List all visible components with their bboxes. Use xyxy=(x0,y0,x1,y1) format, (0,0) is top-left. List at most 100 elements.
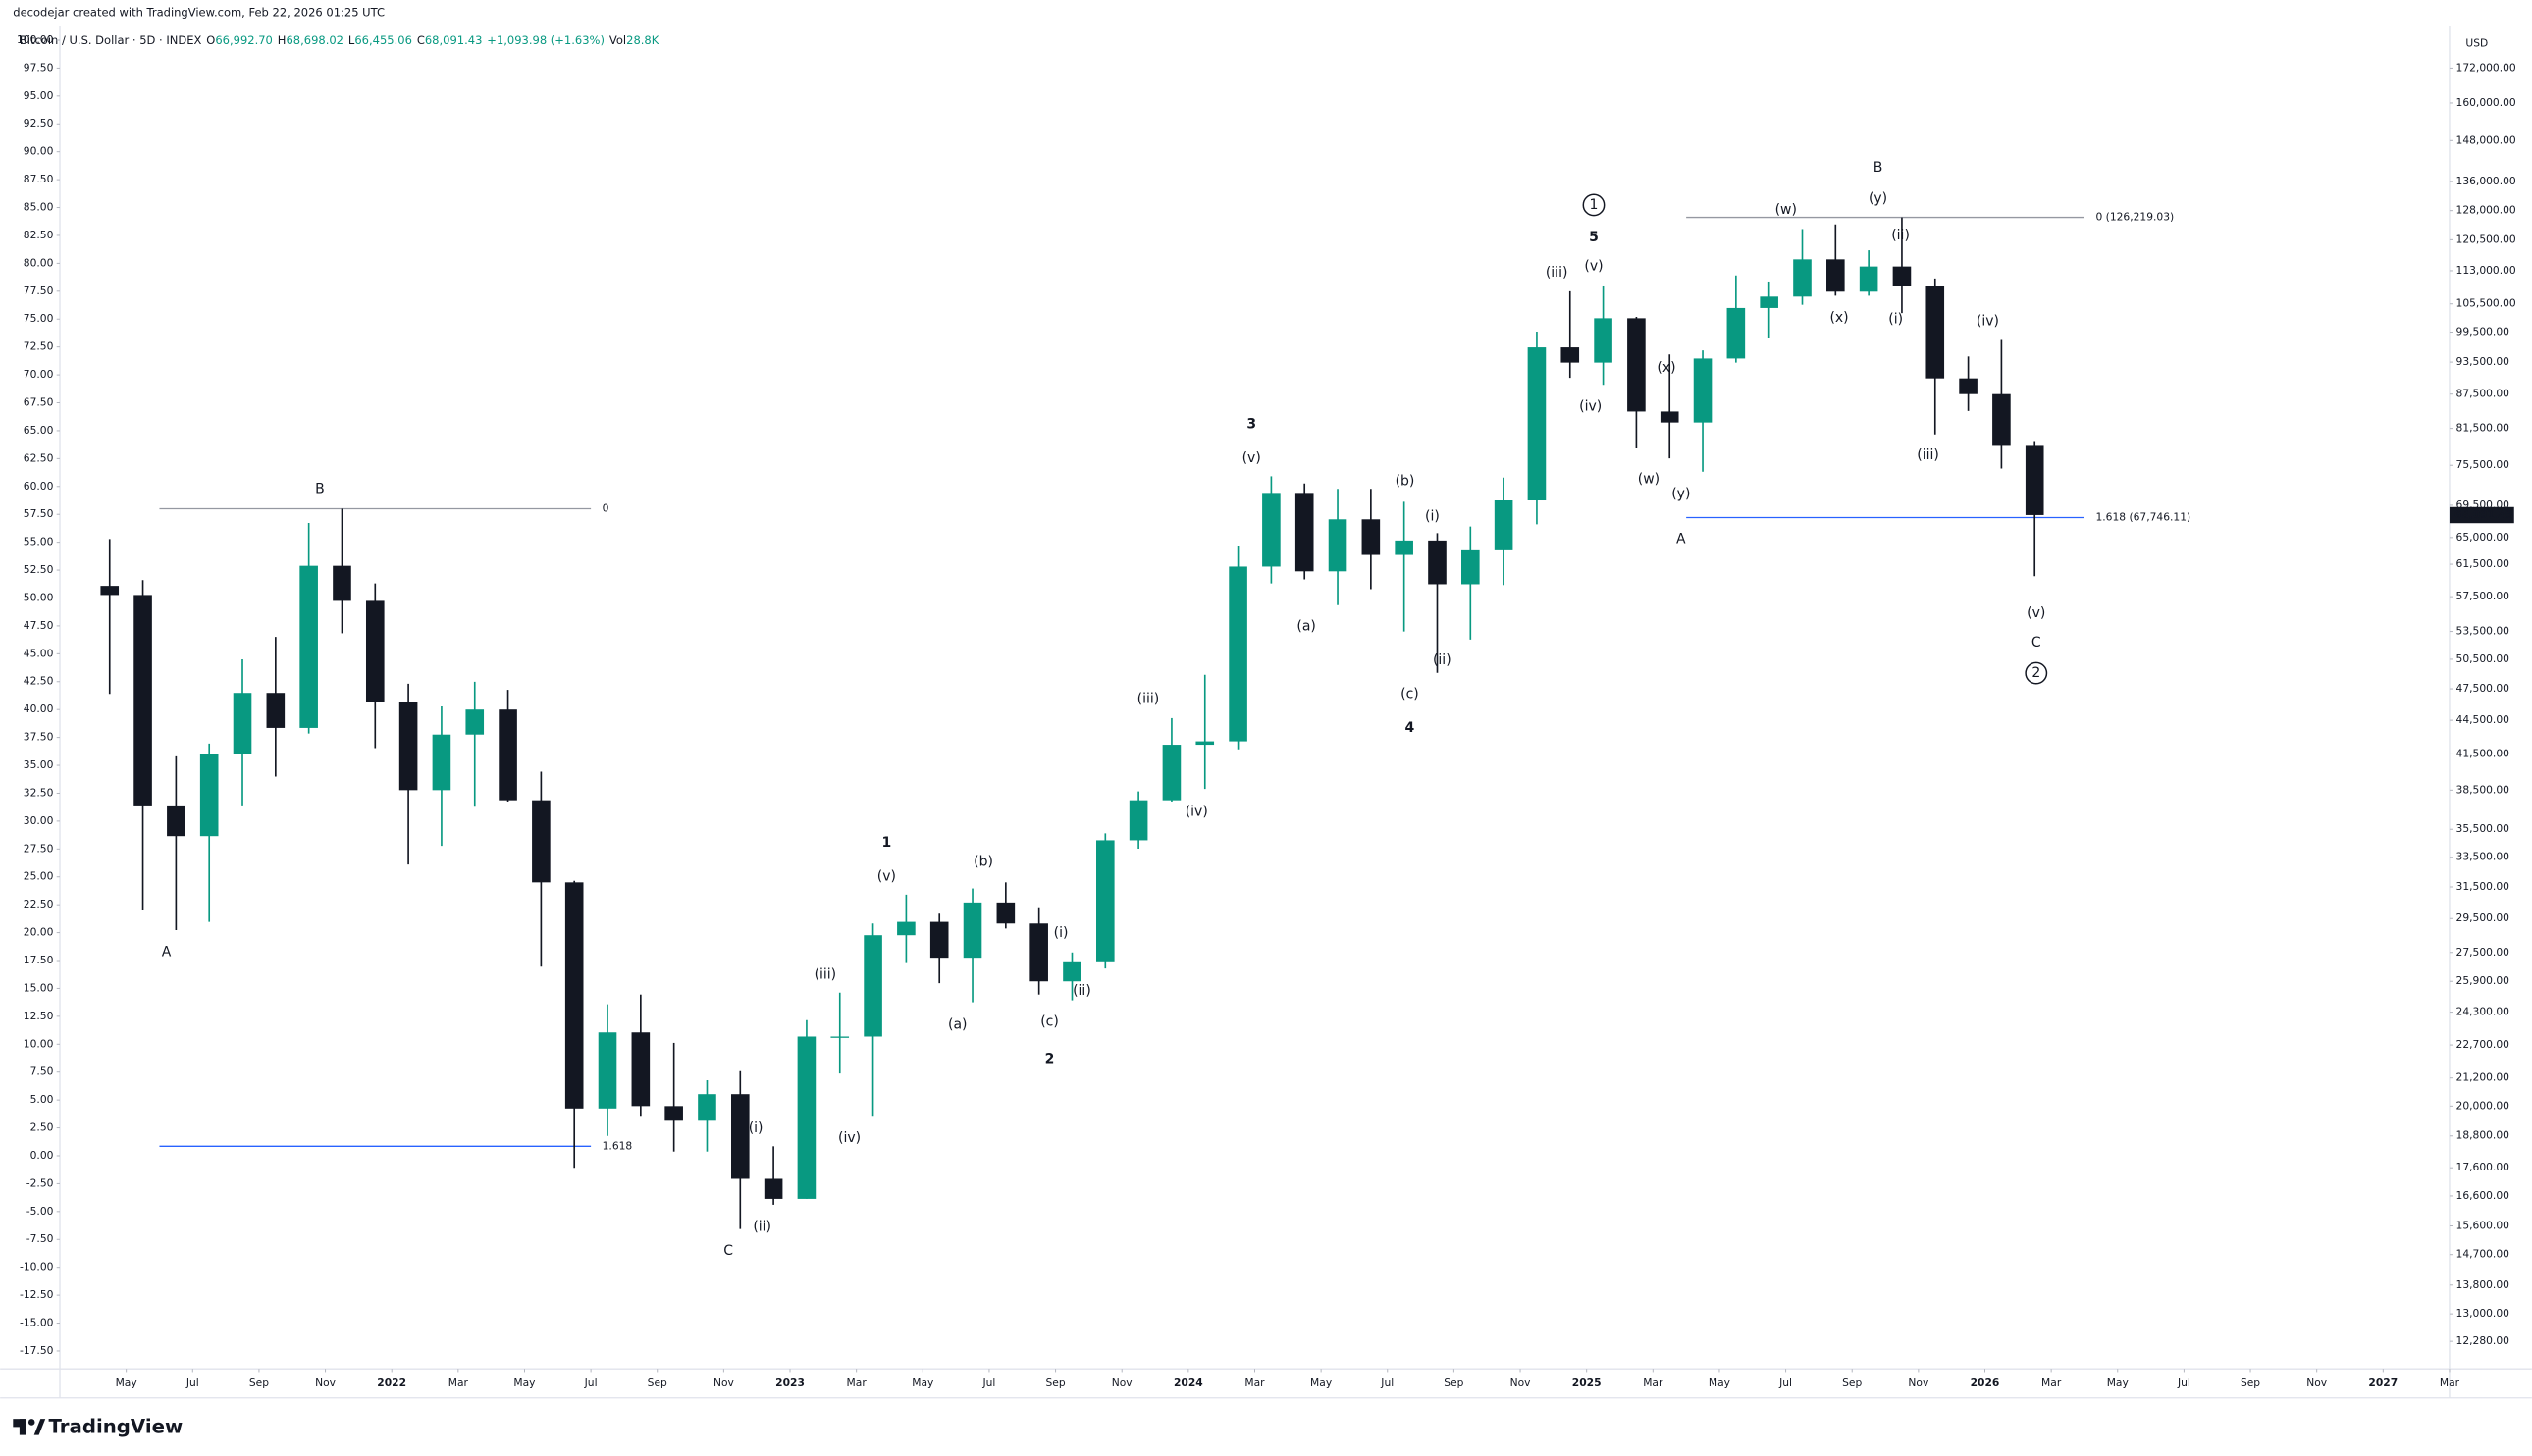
candle-body xyxy=(299,565,318,728)
y-tick-label: 105,500.00 xyxy=(2456,297,2516,310)
candle-body xyxy=(963,902,982,959)
wave-label: (x) xyxy=(1829,310,1848,326)
candle-body xyxy=(1826,259,1845,292)
y-tick-label: 24,300.00 xyxy=(2456,1006,2510,1018)
y2-tick-label: 55.00 xyxy=(24,536,54,548)
annotation-circle xyxy=(1582,193,1606,217)
y-tick-label: 113,000.00 xyxy=(2456,264,2516,277)
y2-tick-label: 42.50 xyxy=(24,675,54,688)
y-tick-label: 25,900.00 xyxy=(2456,974,2510,987)
candle-body xyxy=(1726,307,1746,359)
ohlc-label: H xyxy=(278,33,287,47)
x-tick-label: May xyxy=(1709,1377,1730,1389)
y2-tick-label: 5.00 xyxy=(30,1093,54,1106)
y-tick-label: 87,500.00 xyxy=(2456,388,2510,400)
y2-tick-label: 20.00 xyxy=(24,926,54,939)
ohlc-label: L xyxy=(348,33,355,47)
wave-label: (i) xyxy=(749,1120,764,1136)
candle-body xyxy=(432,734,451,791)
y2-tick-label: 15.00 xyxy=(24,981,54,994)
y2-tick-label: 87.50 xyxy=(24,173,54,185)
x-tick-label: Sep xyxy=(249,1377,269,1389)
y-tick-label: 29,500.00 xyxy=(2456,911,2510,924)
symbol: Bitcoin / U.S. Dollar · 5D · INDEX xyxy=(20,33,202,47)
y-tick-label: 38,500.00 xyxy=(2456,783,2510,796)
candle-body xyxy=(1395,540,1413,555)
ohlc-value: 68,698.02 xyxy=(286,33,343,47)
y-tick-label: 17,600.00 xyxy=(2456,1161,2510,1173)
wave-label: (w) xyxy=(1638,472,1660,488)
logo-mark xyxy=(27,1419,35,1426)
wave-label: (iv) xyxy=(1186,805,1208,820)
y2-tick-label: 47.50 xyxy=(24,619,54,632)
y2-tick-label: 95.00 xyxy=(24,89,54,102)
candle-body xyxy=(532,800,551,883)
y2-tick-label: 45.00 xyxy=(24,647,54,659)
y-tick-label: 22,700.00 xyxy=(2456,1038,2510,1051)
y-tick-label: 20,000.00 xyxy=(2456,1099,2510,1112)
vol-value: 28.8K xyxy=(626,33,659,47)
y-tick-label: 16,600.00 xyxy=(2456,1189,2510,1202)
y-tick-label: 31,500.00 xyxy=(2456,880,2510,893)
candle-body xyxy=(1328,519,1347,572)
y-tick-label: 13,000.00 xyxy=(2456,1307,2510,1320)
x-tick-label: Jul xyxy=(584,1377,598,1389)
currency: USD xyxy=(2465,36,2488,49)
y-tick-label: 15,600.00 xyxy=(2456,1219,2510,1231)
y2-tick-label: 82.50 xyxy=(24,229,54,241)
candle-body xyxy=(631,1032,651,1107)
wave-label: (iii) xyxy=(1546,265,1568,281)
y2-tick-label: -15.00 xyxy=(20,1317,54,1329)
candle-body xyxy=(564,882,584,1109)
wave-label: A xyxy=(162,945,172,961)
y-tick-label: 27,500.00 xyxy=(2456,946,2510,959)
x-tick-label: Mar xyxy=(2440,1377,2460,1389)
last-price-tag xyxy=(2449,506,2514,524)
wave-label: (a) xyxy=(1296,618,1315,634)
y2-tick-label: 57.50 xyxy=(24,507,54,520)
wave-label: B xyxy=(1873,160,1883,176)
wave-label: (y) xyxy=(1671,486,1690,501)
candle-body xyxy=(167,805,185,837)
wave-label: (b) xyxy=(1396,473,1415,489)
candle-body xyxy=(1892,266,1912,286)
x-tick-label: Jul xyxy=(185,1377,199,1389)
x-tick-label: Nov xyxy=(315,1377,336,1389)
ohlc-value: 68,091.43 xyxy=(425,33,483,47)
candle-body xyxy=(365,600,385,702)
candle-body xyxy=(1029,923,1048,982)
candle-body xyxy=(730,1094,750,1179)
candle-body xyxy=(398,702,418,791)
brand: TradingView xyxy=(48,1416,183,1438)
y2-tick-label: 72.50 xyxy=(24,340,54,353)
y-tick-label: 50,500.00 xyxy=(2456,652,2510,665)
candle-body xyxy=(1095,840,1115,962)
wave-label: (iii) xyxy=(1137,691,1160,706)
wave-label: (a) xyxy=(948,1017,967,1033)
wave-label: (ii) xyxy=(1433,652,1451,668)
candle-body xyxy=(1461,549,1480,585)
x-tick-label: Jul xyxy=(2177,1377,2190,1389)
wave-label: 3 xyxy=(1246,417,1256,433)
wave-label: (iv) xyxy=(1579,399,1602,415)
y2-tick-label: 77.50 xyxy=(24,285,54,297)
logo-mark xyxy=(19,1419,26,1435)
y2-tick-label: -7.50 xyxy=(26,1232,54,1245)
y-tick-label: 41,500.00 xyxy=(2456,747,2510,759)
y-tick-label: 35,500.00 xyxy=(2456,822,2510,835)
wave-label: (x) xyxy=(1657,360,1675,376)
y-tick-label: 172,000.00 xyxy=(2456,61,2516,74)
y-tick-label: 13,800.00 xyxy=(2456,1278,2510,1291)
x-tick-label: May xyxy=(513,1377,535,1389)
candle-body xyxy=(333,565,351,601)
wave-label: (iv) xyxy=(1977,313,1999,329)
wave-label: (ii) xyxy=(1073,983,1091,999)
x-tick-label: Mar xyxy=(1643,1377,1663,1389)
x-tick-label: 2027 xyxy=(2368,1377,2398,1389)
x-tick-label: Nov xyxy=(713,1377,734,1389)
y2-tick-label: -17.50 xyxy=(20,1344,54,1357)
y-tick-label: 81,500.00 xyxy=(2456,422,2510,435)
y2-tick-label: 37.50 xyxy=(24,731,54,744)
last-price-label: 68,091.43 xyxy=(2454,508,2513,521)
candle-body xyxy=(2025,445,2044,515)
